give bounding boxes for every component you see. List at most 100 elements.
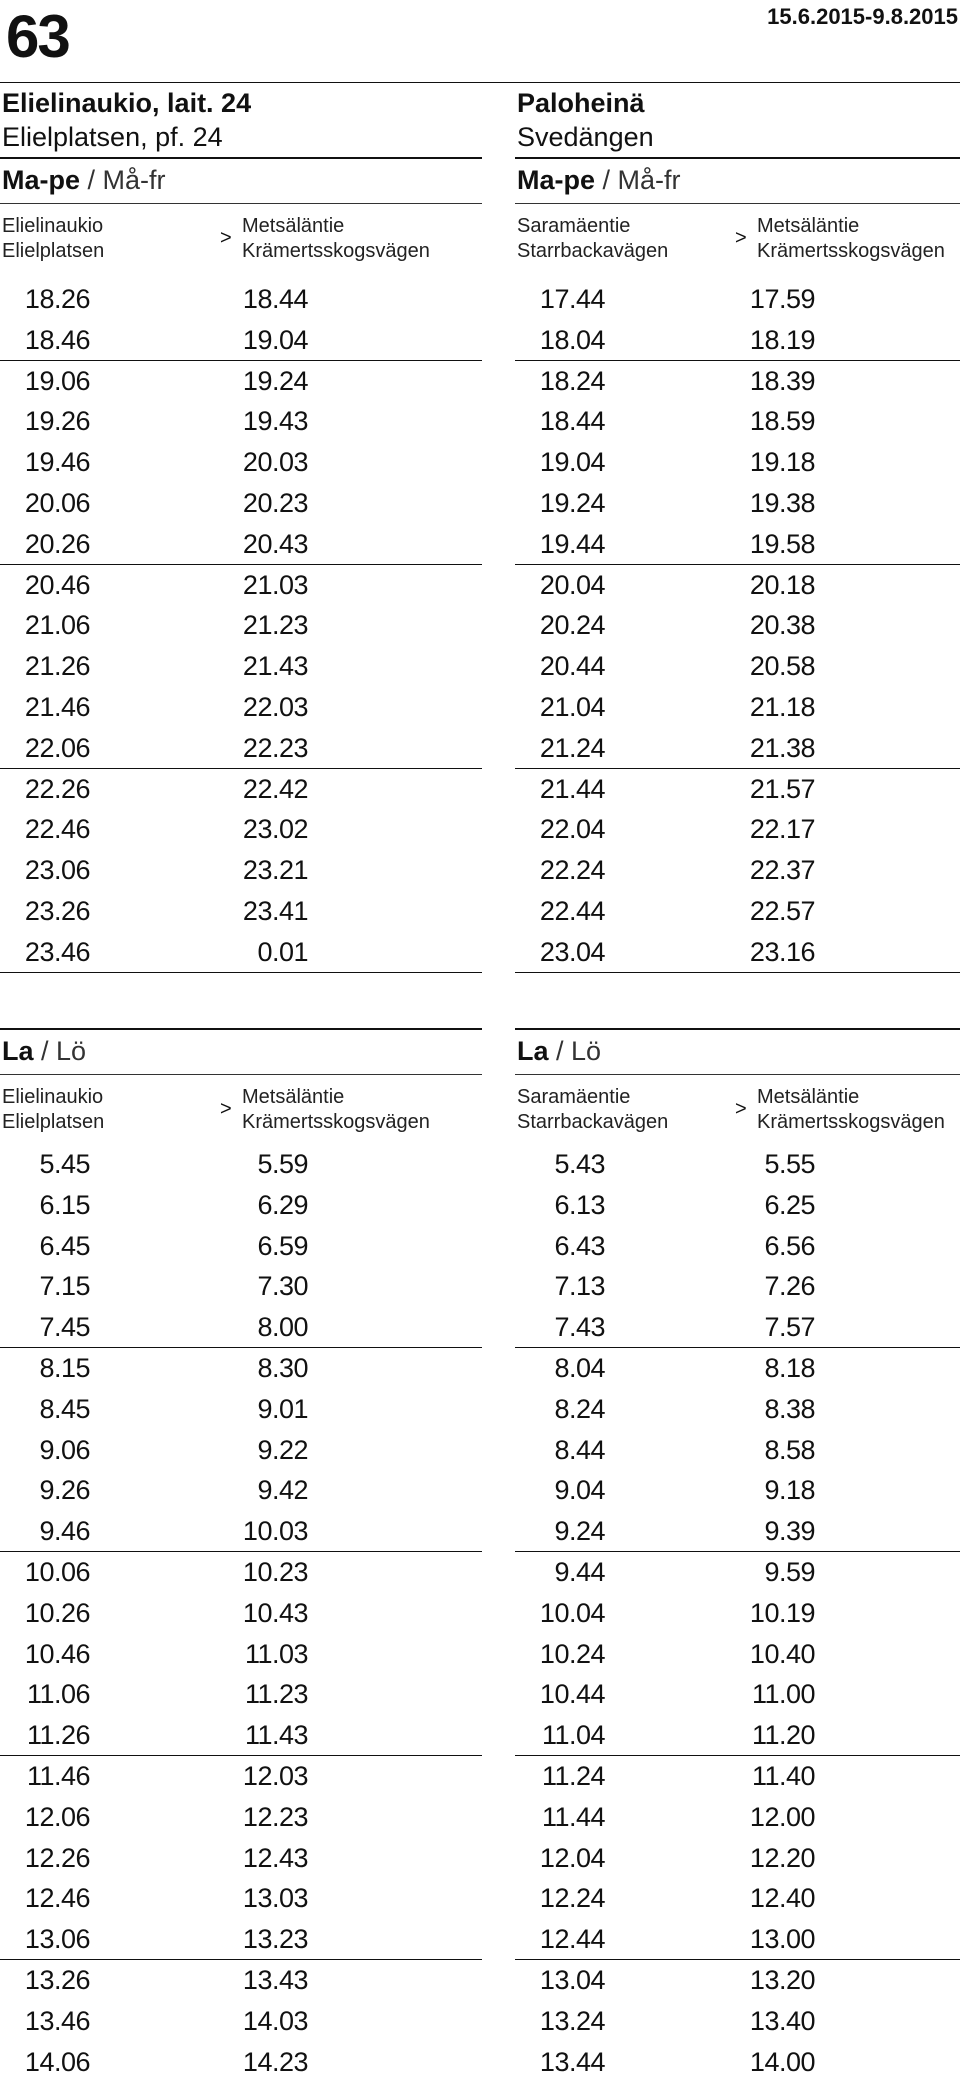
arrival-time: 23.16 bbox=[749, 936, 816, 967]
departure-time: 18.44 bbox=[539, 406, 606, 437]
day-fi: La bbox=[2, 1036, 34, 1066]
departure-row: 7.45 8.00 bbox=[0, 1306, 482, 1348]
stop-column: Elielinaukio, lait. 24 Elielplatsen, pf. … bbox=[0, 88, 482, 2077]
departure-row: 6.43 6.56 bbox=[515, 1225, 960, 1266]
departure-row: 21.46 22.03 bbox=[0, 686, 482, 727]
departure-row: 23.06 23.21 bbox=[0, 849, 482, 890]
arrival-time: 18.19 bbox=[749, 324, 816, 355]
arrival-time: 7.26 bbox=[764, 1271, 815, 1302]
departure-row: 19.26 19.43 bbox=[0, 400, 482, 441]
arrival-time: 13.03 bbox=[242, 1883, 309, 1914]
arrival-time: 8.38 bbox=[764, 1393, 815, 1424]
arrival-time: 6.59 bbox=[257, 1230, 308, 1261]
arrival-time: 11.03 bbox=[244, 1638, 309, 1669]
divider bbox=[0, 203, 482, 204]
departure-row: 7.15 7.30 bbox=[0, 1265, 482, 1306]
day-label: La / Lö bbox=[2, 1036, 86, 1067]
departure-time: 10.06 bbox=[24, 1557, 91, 1587]
departure-time: 22.06 bbox=[24, 732, 91, 763]
arrival-time: 5.59 bbox=[257, 1149, 308, 1179]
departure-row: 21.06 21.23 bbox=[0, 604, 482, 645]
arrival-time: 12.03 bbox=[242, 1761, 309, 1791]
departure-row: 19.04 19.18 bbox=[515, 441, 960, 482]
departure-time: 13.26 bbox=[24, 1965, 91, 1995]
departure-row: 11.04 11.20 bbox=[515, 1714, 960, 1756]
departure-row: 22.24 22.37 bbox=[515, 849, 960, 890]
from-stop: Elielplatsen bbox=[2, 240, 105, 262]
arrival-time: 11.40 bbox=[751, 1761, 816, 1791]
departure-row: 12.26 12.43 bbox=[0, 1837, 482, 1878]
departure-time: 20.24 bbox=[539, 610, 606, 641]
arrival-time: 11.00 bbox=[751, 1679, 816, 1710]
departure-time: 23.46 bbox=[24, 936, 91, 967]
departure-row: 21.04 21.18 bbox=[515, 686, 960, 727]
arrival-time: 12.20 bbox=[749, 1842, 816, 1873]
from-stop: Elielplatsen bbox=[2, 1111, 105, 1133]
arrival-time: 9.22 bbox=[257, 1434, 308, 1465]
departure-time: 19.44 bbox=[539, 528, 606, 559]
departure-time: 5.45 bbox=[39, 1149, 90, 1179]
departure-time: 9.44 bbox=[554, 1557, 605, 1587]
arrival-time: 13.00 bbox=[749, 1924, 816, 1955]
arrival-time: 21.18 bbox=[749, 692, 816, 722]
arrival-time: 18.59 bbox=[749, 406, 816, 437]
departure-row: 11.26 11.43 bbox=[0, 1714, 482, 1756]
departure-row: 10.44 11.00 bbox=[515, 1673, 960, 1714]
arrival-time: 14.03 bbox=[242, 2005, 309, 2036]
to-stop: Metsäläntie bbox=[757, 215, 860, 237]
divider bbox=[0, 1028, 482, 1030]
to-stop: Krämertsskogsvägen bbox=[757, 1111, 945, 1133]
stop-name-fi: Elielinaukio, lait. 24 bbox=[2, 88, 252, 118]
departure-time: 10.26 bbox=[24, 1597, 91, 1628]
departure-time: 19.06 bbox=[24, 365, 91, 396]
departure-time: 21.46 bbox=[24, 692, 91, 722]
day-label: Ma-pe / Må-fr bbox=[517, 165, 681, 196]
departure-time: 18.24 bbox=[539, 365, 606, 396]
departure-row: 8.24 8.38 bbox=[515, 1388, 960, 1429]
divider bbox=[0, 1074, 482, 1075]
divider bbox=[515, 157, 960, 159]
arrival-time: 20.43 bbox=[242, 528, 309, 559]
arrival-time: 11.20 bbox=[751, 1720, 816, 1751]
departure-row: 22.04 22.17 bbox=[515, 808, 960, 849]
direction-arrow: > bbox=[735, 227, 747, 249]
arrival-time: 13.43 bbox=[242, 1965, 309, 1995]
departure-row: 9.24 9.39 bbox=[515, 1510, 960, 1552]
departure-row: 8.44 8.58 bbox=[515, 1429, 960, 1470]
arrival-time: 23.02 bbox=[242, 814, 309, 845]
departure-row: 22.06 22.23 bbox=[0, 727, 482, 769]
departure-time: 7.13 bbox=[554, 1271, 605, 1302]
departure-row: 22.26 22.42 bbox=[0, 768, 482, 809]
arrival-time: 12.23 bbox=[242, 1801, 309, 1832]
departure-time: 6.45 bbox=[39, 1230, 90, 1261]
to-stop: Krämertsskogsvägen bbox=[242, 1111, 430, 1133]
departure-row: 9.04 9.18 bbox=[515, 1469, 960, 1510]
departure-row: 19.24 19.38 bbox=[515, 482, 960, 523]
arrival-time: 13.23 bbox=[242, 1924, 309, 1955]
arrival-time: 9.39 bbox=[764, 1516, 815, 1547]
departure-row: 12.04 12.20 bbox=[515, 1837, 960, 1878]
departure-row: 22.44 22.57 bbox=[515, 890, 960, 931]
departure-time: 7.43 bbox=[554, 1312, 605, 1343]
arrival-time: 9.18 bbox=[764, 1475, 815, 1506]
arrival-time: 9.01 bbox=[257, 1393, 308, 1424]
departure-time: 6.43 bbox=[554, 1230, 605, 1261]
to-stop: Metsäläntie bbox=[242, 215, 345, 237]
arrival-time: 23.21 bbox=[242, 855, 309, 886]
from-stop: Starrbackavägen bbox=[517, 1111, 669, 1133]
arrival-time: 19.43 bbox=[242, 406, 309, 437]
departure-time: 19.26 bbox=[24, 406, 91, 437]
day-fi: La bbox=[517, 1036, 549, 1066]
departure-row: 20.24 20.38 bbox=[515, 604, 960, 645]
departure-row: 17.44 17.59 bbox=[515, 278, 960, 319]
departure-time: 19.24 bbox=[539, 488, 606, 518]
departure-row: 19.46 20.03 bbox=[0, 441, 482, 482]
route-number: 63 bbox=[6, 3, 71, 70]
departure-time: 21.06 bbox=[24, 610, 91, 641]
departure-row: 11.06 11.23 bbox=[0, 1673, 482, 1714]
arrival-time: 6.29 bbox=[257, 1189, 308, 1220]
arrival-time: 23.41 bbox=[242, 896, 309, 926]
departure-time: 10.24 bbox=[539, 1638, 606, 1669]
departure-time: 14.06 bbox=[24, 2046, 91, 2077]
